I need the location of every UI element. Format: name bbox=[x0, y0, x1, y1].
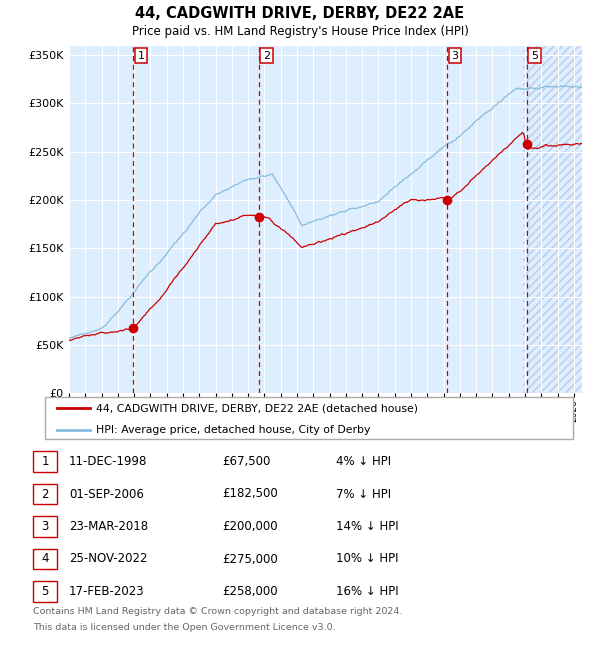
Text: £67,500: £67,500 bbox=[222, 455, 271, 468]
Text: 1: 1 bbox=[41, 455, 49, 468]
Text: 16% ↓ HPI: 16% ↓ HPI bbox=[336, 585, 398, 598]
Text: £182,500: £182,500 bbox=[222, 488, 278, 500]
Text: 5: 5 bbox=[531, 51, 538, 60]
Text: 3: 3 bbox=[41, 520, 49, 533]
Text: 14% ↓ HPI: 14% ↓ HPI bbox=[336, 520, 398, 533]
Text: 11-DEC-1998: 11-DEC-1998 bbox=[69, 455, 148, 468]
Text: This data is licensed under the Open Government Licence v3.0.: This data is licensed under the Open Gov… bbox=[33, 623, 335, 632]
Text: 01-SEP-2006: 01-SEP-2006 bbox=[69, 488, 144, 500]
Text: 25-NOV-2022: 25-NOV-2022 bbox=[69, 552, 148, 566]
Text: 1: 1 bbox=[137, 51, 145, 60]
Text: £200,000: £200,000 bbox=[222, 520, 278, 533]
Text: 4: 4 bbox=[41, 552, 49, 566]
Text: 2: 2 bbox=[263, 51, 270, 60]
Text: 2: 2 bbox=[41, 488, 49, 500]
Text: 44, CADGWITH DRIVE, DERBY, DE22 2AE (detached house): 44, CADGWITH DRIVE, DERBY, DE22 2AE (det… bbox=[96, 403, 418, 413]
Text: HPI: Average price, detached house, City of Derby: HPI: Average price, detached house, City… bbox=[96, 425, 370, 436]
Text: 44, CADGWITH DRIVE, DERBY, DE22 2AE: 44, CADGWITH DRIVE, DERBY, DE22 2AE bbox=[136, 6, 464, 21]
Text: 7% ↓ HPI: 7% ↓ HPI bbox=[336, 488, 391, 500]
Text: 10% ↓ HPI: 10% ↓ HPI bbox=[336, 552, 398, 566]
Text: £275,000: £275,000 bbox=[222, 552, 278, 566]
Text: Contains HM Land Registry data © Crown copyright and database right 2024.: Contains HM Land Registry data © Crown c… bbox=[33, 607, 403, 616]
Text: 5: 5 bbox=[41, 585, 49, 598]
Text: 23-MAR-2018: 23-MAR-2018 bbox=[69, 520, 148, 533]
Bar bbox=[523, 46, 582, 393]
Text: 17-FEB-2023: 17-FEB-2023 bbox=[69, 585, 145, 598]
Text: £258,000: £258,000 bbox=[222, 585, 278, 598]
Text: Price paid vs. HM Land Registry's House Price Index (HPI): Price paid vs. HM Land Registry's House … bbox=[131, 25, 469, 38]
Text: 4% ↓ HPI: 4% ↓ HPI bbox=[336, 455, 391, 468]
Text: 3: 3 bbox=[451, 51, 458, 60]
Bar bbox=[523, 46, 582, 393]
